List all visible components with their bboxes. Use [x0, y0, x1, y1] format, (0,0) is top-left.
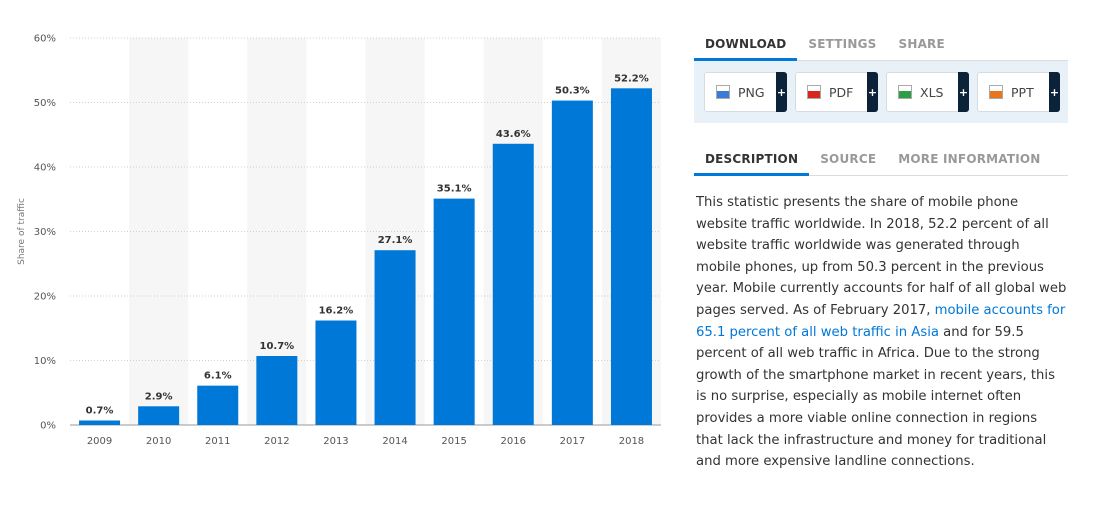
data-label: 6.1%: [204, 371, 232, 382]
download-xls-button[interactable]: XLS +: [886, 72, 969, 112]
bar: [79, 420, 121, 425]
bar: [138, 406, 180, 425]
y-tick-label: 50%: [34, 98, 56, 109]
y-axis-label: Share of traffic: [17, 198, 27, 265]
description-part-1: This statistic presents the share of mob…: [696, 195, 1067, 318]
download-tabs: DOWNLOAD SETTINGS SHARE: [694, 30, 1068, 61]
x-tick-label: 2017: [560, 436, 585, 447]
x-tick-label: 2018: [619, 436, 644, 447]
bar: [374, 250, 416, 425]
download-pdf-button[interactable]: PDF +: [795, 72, 878, 112]
right-panel: DOWNLOAD SETTINGS SHARE PNG + PDF + XLS …: [694, 30, 1068, 473]
y-tick-label: 20%: [34, 292, 56, 303]
bar: [433, 198, 475, 425]
pdf-file-icon: [807, 85, 821, 99]
download-ppt-label: PPT: [1011, 84, 1034, 100]
data-label: 35.1%: [437, 184, 472, 195]
bar-chart: 0% 10% 20% 30% 40% 50% 60% 0.7% 2009 2.9% 2010 6.1%…: [17, 34, 661, 447]
tab-settings[interactable]: SETTINGS: [808, 37, 877, 51]
png-file-icon: [716, 85, 730, 99]
plus-icon[interactable]: +: [1049, 72, 1060, 112]
data-label: 43.6%: [496, 129, 531, 140]
y-tick-label: 10%: [34, 356, 56, 367]
data-label: 10.7%: [259, 341, 294, 352]
download-pdf-label: PDF: [829, 84, 854, 100]
data-label: 52.2%: [614, 73, 649, 84]
y-tick-label: 40%: [34, 163, 56, 174]
data-label: 50.3%: [555, 86, 590, 97]
bar: [492, 143, 534, 425]
description-part-2: and for 59.5 percent of all web traffic …: [696, 324, 1055, 470]
bar: [315, 320, 357, 425]
x-tick-label: 2016: [501, 436, 526, 447]
xls-file-icon: [898, 85, 912, 99]
x-tick-label: 2014: [382, 436, 407, 447]
y-tick-label: 60%: [34, 34, 56, 45]
description-text: This statistic presents the share of mob…: [694, 192, 1068, 473]
download-box: PNG + PDF + XLS + PPT +: [694, 61, 1068, 123]
download-ppt-button[interactable]: PPT +: [977, 72, 1060, 112]
x-tick-label: 2009: [87, 436, 112, 447]
data-label: 0.7%: [86, 405, 114, 416]
data-label: 2.9%: [145, 391, 173, 402]
x-tick-label: 2012: [264, 436, 289, 447]
y-tick-label: 0%: [40, 421, 56, 432]
tab-download[interactable]: DOWNLOAD: [694, 30, 798, 61]
download-png-label: PNG: [738, 84, 765, 100]
download-xls-label: XLS: [920, 84, 944, 100]
plus-icon[interactable]: +: [958, 72, 969, 112]
bar: [551, 100, 593, 425]
data-label: 27.1%: [378, 235, 413, 246]
description-link[interactable]: mobile accounts for 65.1 percent of all …: [696, 302, 1066, 340]
plus-icon[interactable]: +: [776, 72, 787, 112]
tab-more-information[interactable]: MORE INFORMATION: [898, 152, 1041, 166]
tab-description[interactable]: DESCRIPTION: [694, 145, 810, 176]
tab-share[interactable]: SHARE: [898, 37, 945, 51]
column-band: [129, 38, 189, 425]
bar: [256, 355, 298, 425]
x-tick-label: 2013: [323, 436, 348, 447]
download-png-button[interactable]: PNG +: [704, 72, 787, 112]
x-tick-label: 2010: [146, 436, 171, 447]
tab-source[interactable]: SOURCE: [820, 152, 877, 166]
y-tick-label: 30%: [34, 227, 56, 238]
bar: [610, 88, 652, 425]
plus-icon[interactable]: +: [867, 72, 878, 112]
data-label: 16.2%: [319, 306, 354, 317]
description-tabs: DESCRIPTION SOURCE MORE INFORMATION: [694, 145, 1068, 176]
bar: [197, 385, 239, 425]
x-tick-label: 2015: [441, 436, 466, 447]
ppt-file-icon: [989, 85, 1003, 99]
x-tick-label: 2011: [205, 436, 230, 447]
